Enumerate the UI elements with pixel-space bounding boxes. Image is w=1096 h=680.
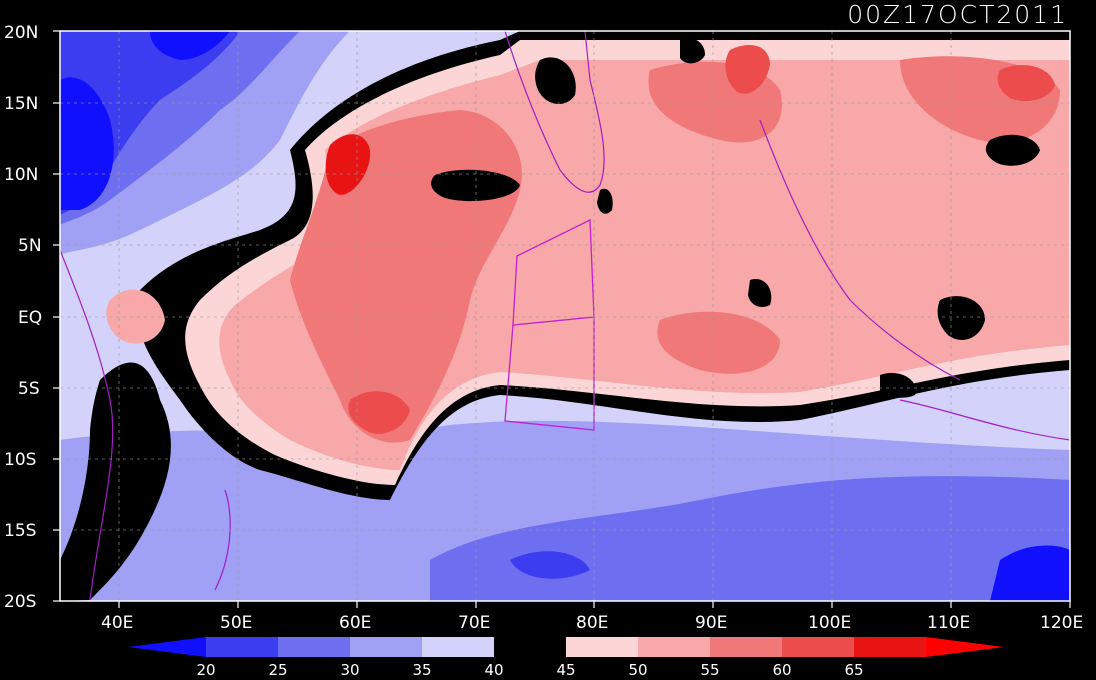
colorbar-swatch — [494, 637, 567, 657]
colorbar-swatch — [782, 637, 855, 657]
lon-label: 70E — [458, 613, 490, 633]
lon-label: 100E — [808, 613, 851, 633]
colorbar-label: 40 — [484, 661, 503, 679]
contour-30 — [430, 476, 1070, 601]
lon-label: 50E — [220, 613, 252, 633]
colorbar-label: 45 — [556, 661, 575, 679]
colorbar: 20 25 30 35 40 45 50 55 60 65 — [128, 637, 1004, 679]
colorbar-label: 65 — [844, 661, 863, 679]
lat-label: 15N — [4, 94, 38, 114]
lat-label: 15S — [4, 521, 36, 541]
colorbar-swatch — [278, 637, 351, 657]
colorbar-swatch — [854, 637, 927, 657]
colorbar-swatch — [422, 637, 495, 657]
gridlines — [60, 31, 1070, 601]
lon-label: 60E — [339, 613, 371, 633]
colorbar-label: 60 — [772, 661, 791, 679]
colorbar-label: 30 — [340, 661, 359, 679]
lat-label: 10S — [4, 450, 36, 470]
lat-label: 10N — [4, 165, 38, 185]
colorbar-label: 55 — [700, 661, 719, 679]
map-title: 00Z17OCT2011 — [847, 0, 1068, 29]
colorbar-label: 20 — [196, 661, 215, 679]
colorbar-label: 25 — [268, 661, 287, 679]
tick-marks — [53, 30, 1071, 608]
colorbar-swatch — [638, 637, 711, 657]
lat-label: 20N — [4, 23, 38, 43]
colorbar-swatch — [566, 637, 639, 657]
lat-label: EQ — [18, 308, 42, 328]
colorbar-label: 35 — [412, 661, 431, 679]
plot-frame — [59, 30, 1071, 602]
colorbar-arrow-low — [128, 637, 206, 657]
lat-label: 5S — [18, 379, 40, 399]
map-plot-area — [60, 31, 1070, 601]
longitude-labels: 40E 50E 60E 70E 80E 90E 100E 110E 120E — [101, 613, 1083, 633]
lon-label: 80E — [576, 613, 608, 633]
colorbar-swatch — [350, 637, 423, 657]
lat-label: 5N — [18, 236, 42, 256]
colorbar-label: 50 — [628, 661, 647, 679]
colorbar-arrow-high — [926, 637, 1004, 657]
latitude-labels: 20N 15N 10N 5N EQ 5S 10S 15S 20S — [4, 23, 42, 612]
lon-label: 110E — [927, 613, 970, 633]
lon-label: 40E — [101, 613, 133, 633]
colorbar-swatch — [206, 637, 279, 657]
lon-label: 90E — [695, 613, 727, 633]
lon-label: 120E — [1040, 613, 1083, 633]
colorbar-swatch — [710, 637, 783, 657]
lat-label: 20S — [4, 592, 36, 612]
